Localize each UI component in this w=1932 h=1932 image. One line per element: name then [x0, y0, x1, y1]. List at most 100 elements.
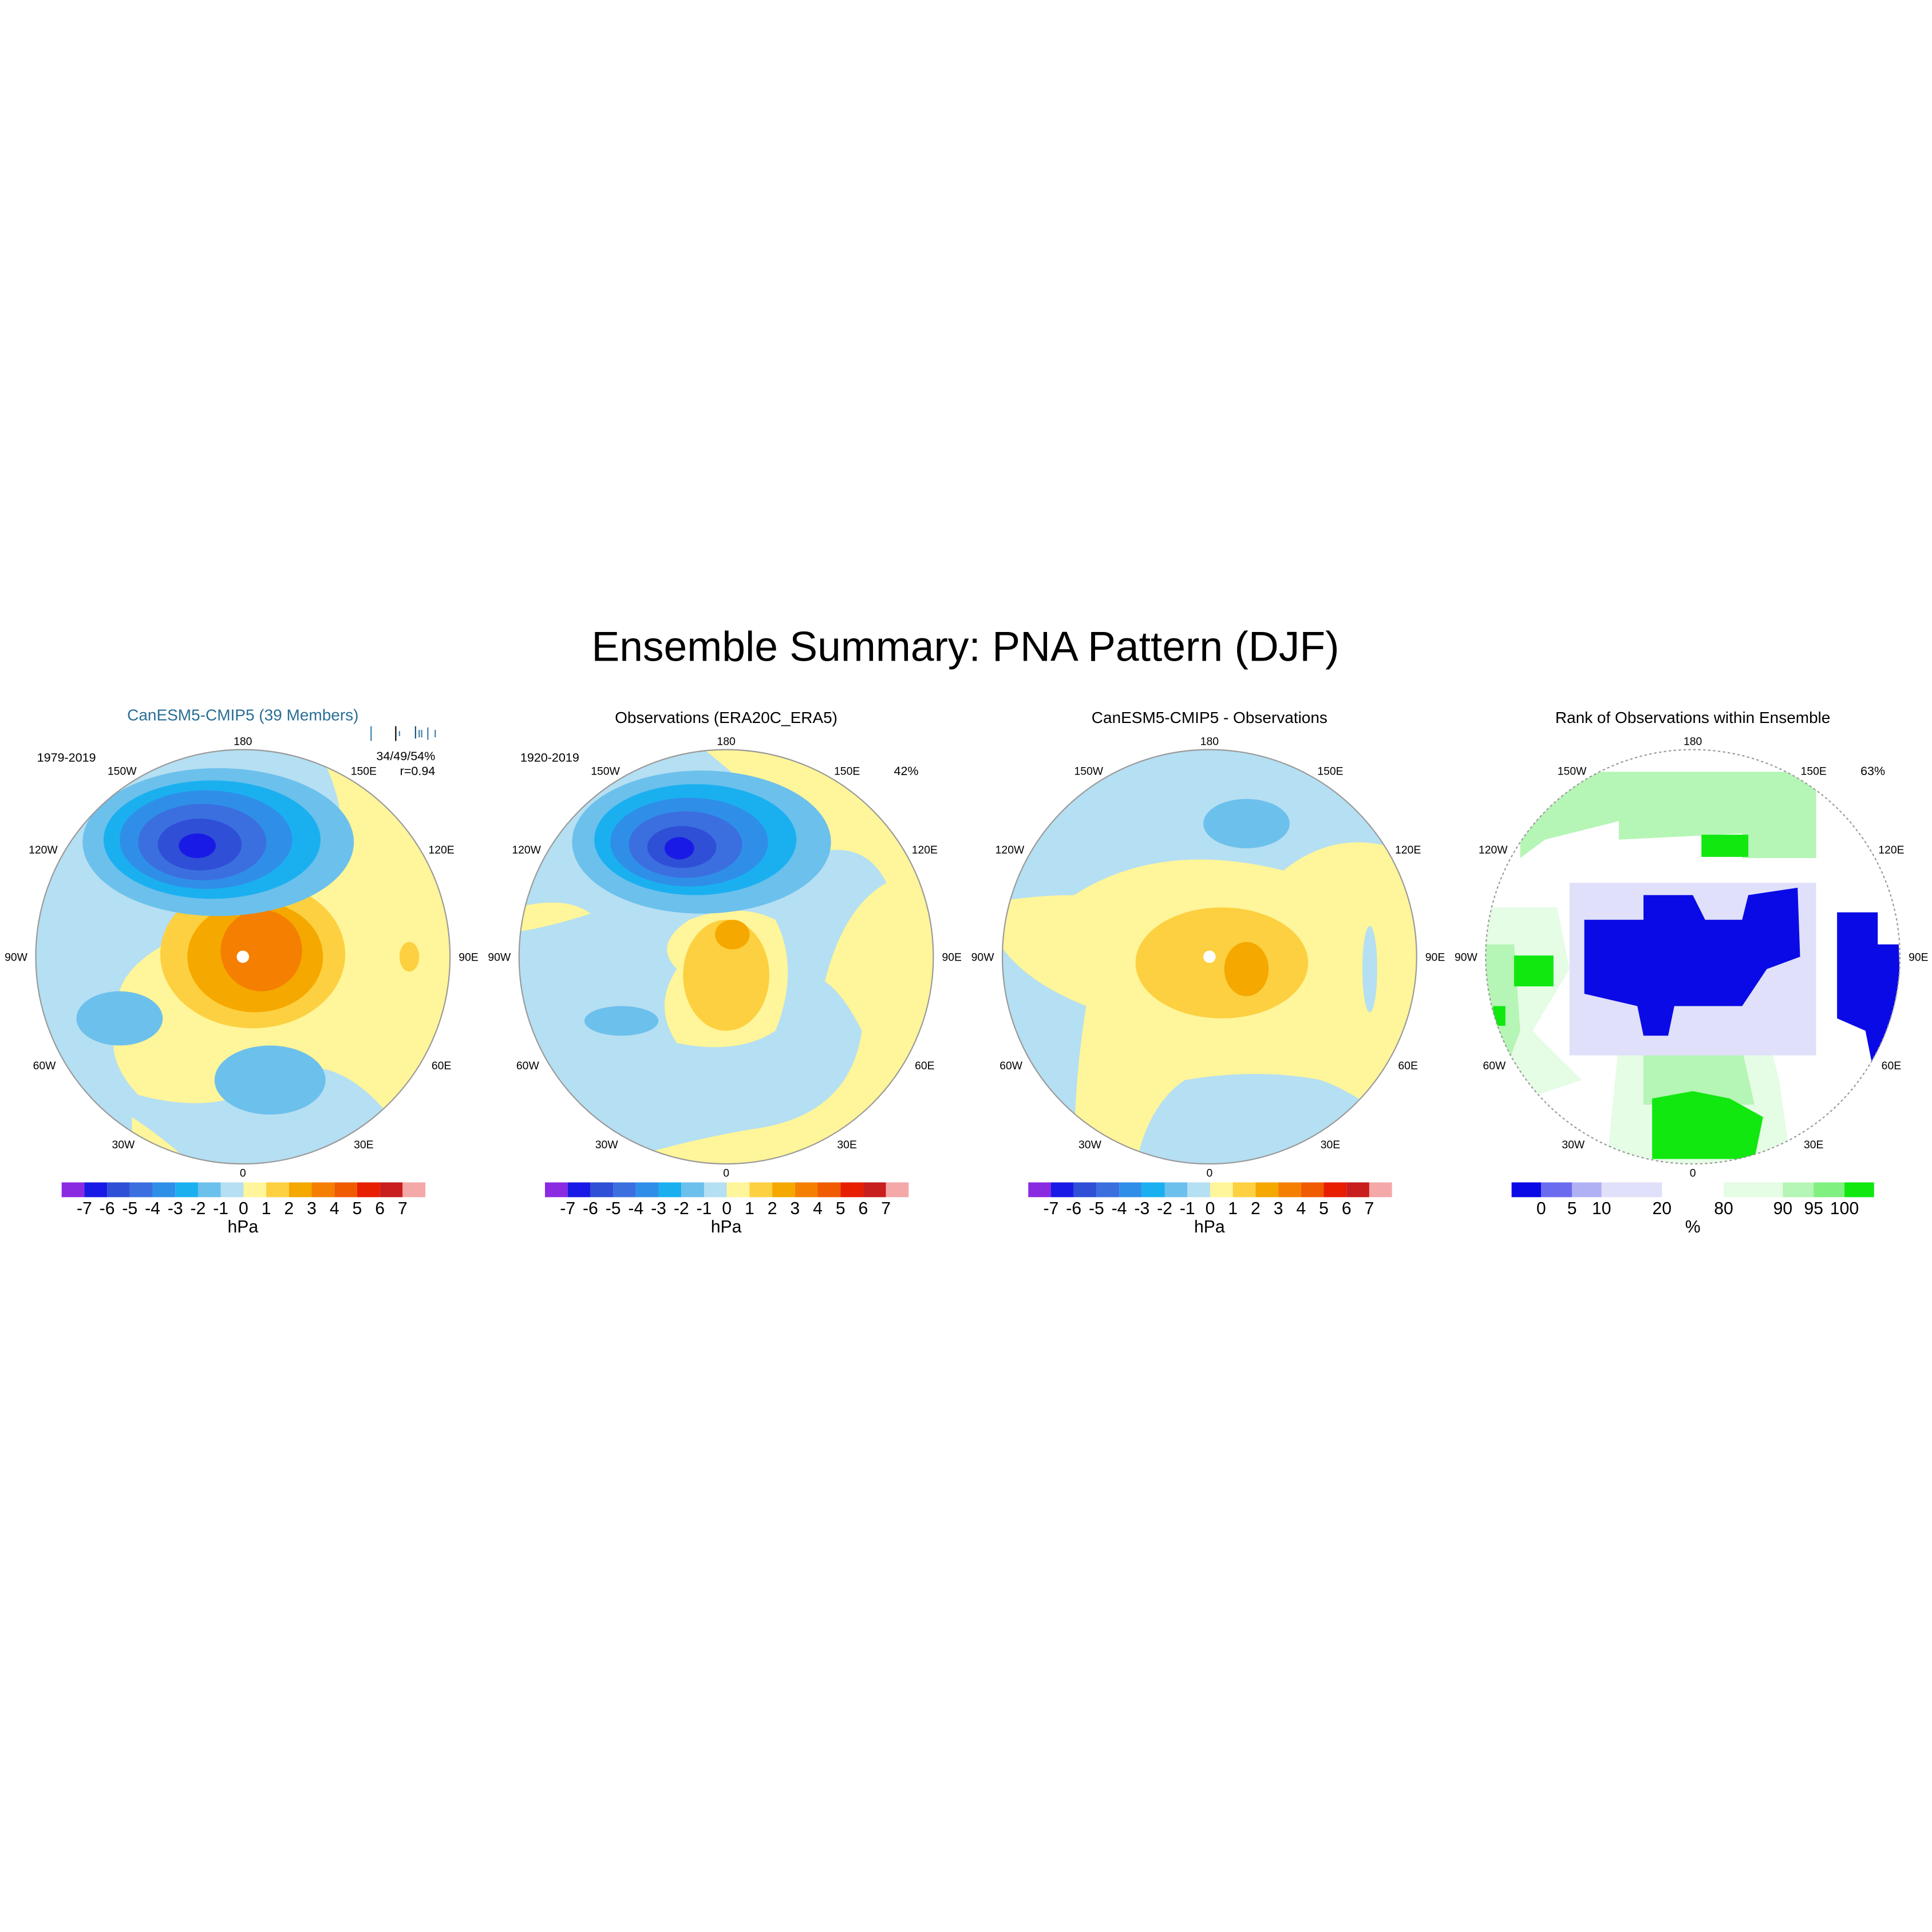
colorbar-box	[613, 1182, 636, 1198]
colorbar-box	[1187, 1182, 1210, 1198]
colorbar-box	[152, 1182, 176, 1198]
colorbar-label: 1	[262, 1199, 271, 1218]
colorbar-box	[749, 1182, 773, 1198]
colorbar-box	[1301, 1182, 1324, 1198]
colorbar-box	[357, 1182, 380, 1198]
map-border	[1001, 749, 1417, 1165]
longitude-label: 90W	[1455, 951, 1478, 964]
longitude-label: 30E	[837, 1139, 857, 1151]
colorbar-label: 7	[1365, 1199, 1374, 1218]
colorbar-label: 1	[745, 1199, 754, 1218]
colorbar-label: 5	[353, 1199, 362, 1218]
longitude-label: 180	[1200, 736, 1219, 748]
colorbar-label: 0	[722, 1199, 732, 1218]
rank-region	[1520, 772, 1816, 859]
colorbar-box	[863, 1182, 886, 1198]
colorbar-label: 3	[1274, 1199, 1283, 1218]
longitude-label: 60W	[999, 1060, 1023, 1072]
colorbar-label: -4	[628, 1199, 643, 1218]
colorbar-label: 7	[881, 1199, 891, 1218]
colorbar-box	[1232, 1182, 1256, 1198]
rank-region	[1652, 1091, 1763, 1159]
colorbar-box	[1783, 1182, 1814, 1198]
contour-region	[664, 837, 694, 860]
longitude-label: 120W	[995, 844, 1025, 856]
colorbar-box	[1050, 1182, 1074, 1198]
colorbar-box	[197, 1182, 221, 1198]
longitude-label: 90W	[5, 951, 28, 964]
colorbar-box	[658, 1182, 682, 1198]
longitude-label: 150W	[1074, 765, 1103, 777]
colorbar-label: 95	[1804, 1199, 1823, 1218]
colorbar-box	[772, 1182, 795, 1198]
colorbar-box	[1278, 1182, 1301, 1198]
colorbar-label: -7	[77, 1199, 92, 1218]
period-label: 1920-2019	[520, 750, 579, 764]
contour-region	[715, 919, 750, 950]
contour-region	[603, 749, 934, 1164]
longitude-label: 0	[723, 1167, 729, 1180]
stat-label: 42%	[894, 764, 919, 778]
colorbar-label: -6	[583, 1199, 598, 1218]
colorbar-label: 5	[1567, 1199, 1577, 1218]
colorbar-box	[61, 1182, 85, 1198]
longitude-label: 120E	[1395, 844, 1421, 856]
colorbar-label: 2	[768, 1199, 777, 1218]
colorbar-unit: hPa	[1194, 1218, 1225, 1236]
colorbar-box	[886, 1182, 909, 1198]
longitude-label: 120E	[428, 844, 454, 856]
longitude-label: 90W	[971, 951, 995, 964]
longitude-label: 60E	[1398, 1060, 1418, 1072]
rank-region	[1514, 955, 1554, 987]
longitude-label: 150E	[1317, 765, 1343, 777]
panel-title: Observations (ERA20C_ERA5)	[615, 709, 837, 726]
colorbar-label: 4	[813, 1199, 823, 1218]
map	[1001, 749, 1417, 1165]
colorbar-label: -1	[697, 1199, 712, 1218]
colorbar-unit: %	[1685, 1218, 1701, 1236]
longitude-label: 60E	[432, 1060, 452, 1072]
colorbar-box	[266, 1182, 289, 1198]
colorbar-label: -5	[606, 1199, 621, 1218]
colorbar-label: 90	[1773, 1199, 1793, 1218]
contour-region	[1224, 942, 1269, 997]
longitude-label: 60W	[33, 1060, 57, 1072]
colorbar-box	[334, 1182, 357, 1198]
colorbar-box	[1844, 1182, 1874, 1198]
colorbar-box	[795, 1182, 818, 1198]
map-border	[35, 749, 451, 1165]
longitude-label: 30W	[112, 1139, 135, 1151]
colorbar-box	[1119, 1182, 1142, 1198]
colorbar-box	[1814, 1182, 1845, 1198]
colorbar-label: 10	[1592, 1199, 1611, 1218]
colorbar-box	[1724, 1182, 1783, 1198]
colorbar-box	[567, 1182, 591, 1198]
colorbar-label: -2	[1157, 1199, 1172, 1218]
colorbar-unit: hPa	[711, 1218, 742, 1236]
period-label: 1979-2019	[37, 750, 96, 764]
longitude-label: 150E	[1801, 765, 1827, 777]
colorbar-box	[681, 1182, 704, 1198]
colorbar-box	[129, 1182, 153, 1198]
longitude-label: 30W	[1562, 1139, 1585, 1151]
colorbar-label: -7	[560, 1199, 575, 1218]
colorbar-box	[1346, 1182, 1369, 1198]
colorbar-label: -7	[1044, 1199, 1059, 1218]
colorbar-box	[1164, 1182, 1188, 1198]
map	[1485, 749, 1901, 1165]
colorbar-label: 7	[398, 1199, 408, 1218]
colorbar-label: 100	[1830, 1199, 1859, 1218]
pole-marker	[1203, 950, 1216, 963]
contour-region	[519, 902, 591, 933]
longitude-label: 90E	[1909, 951, 1929, 964]
colorbar-box	[1601, 1182, 1662, 1198]
colorbar-label: 0	[1206, 1199, 1215, 1218]
colorbar-label: -3	[168, 1199, 183, 1218]
colorbar-box	[1541, 1182, 1573, 1198]
colorbar-label: 5	[1319, 1199, 1329, 1218]
panel-title: CanESM5-CMIP5 - Observations	[1092, 709, 1327, 726]
longitude-label: 30W	[1078, 1139, 1102, 1151]
colorbar-box	[1369, 1182, 1392, 1198]
